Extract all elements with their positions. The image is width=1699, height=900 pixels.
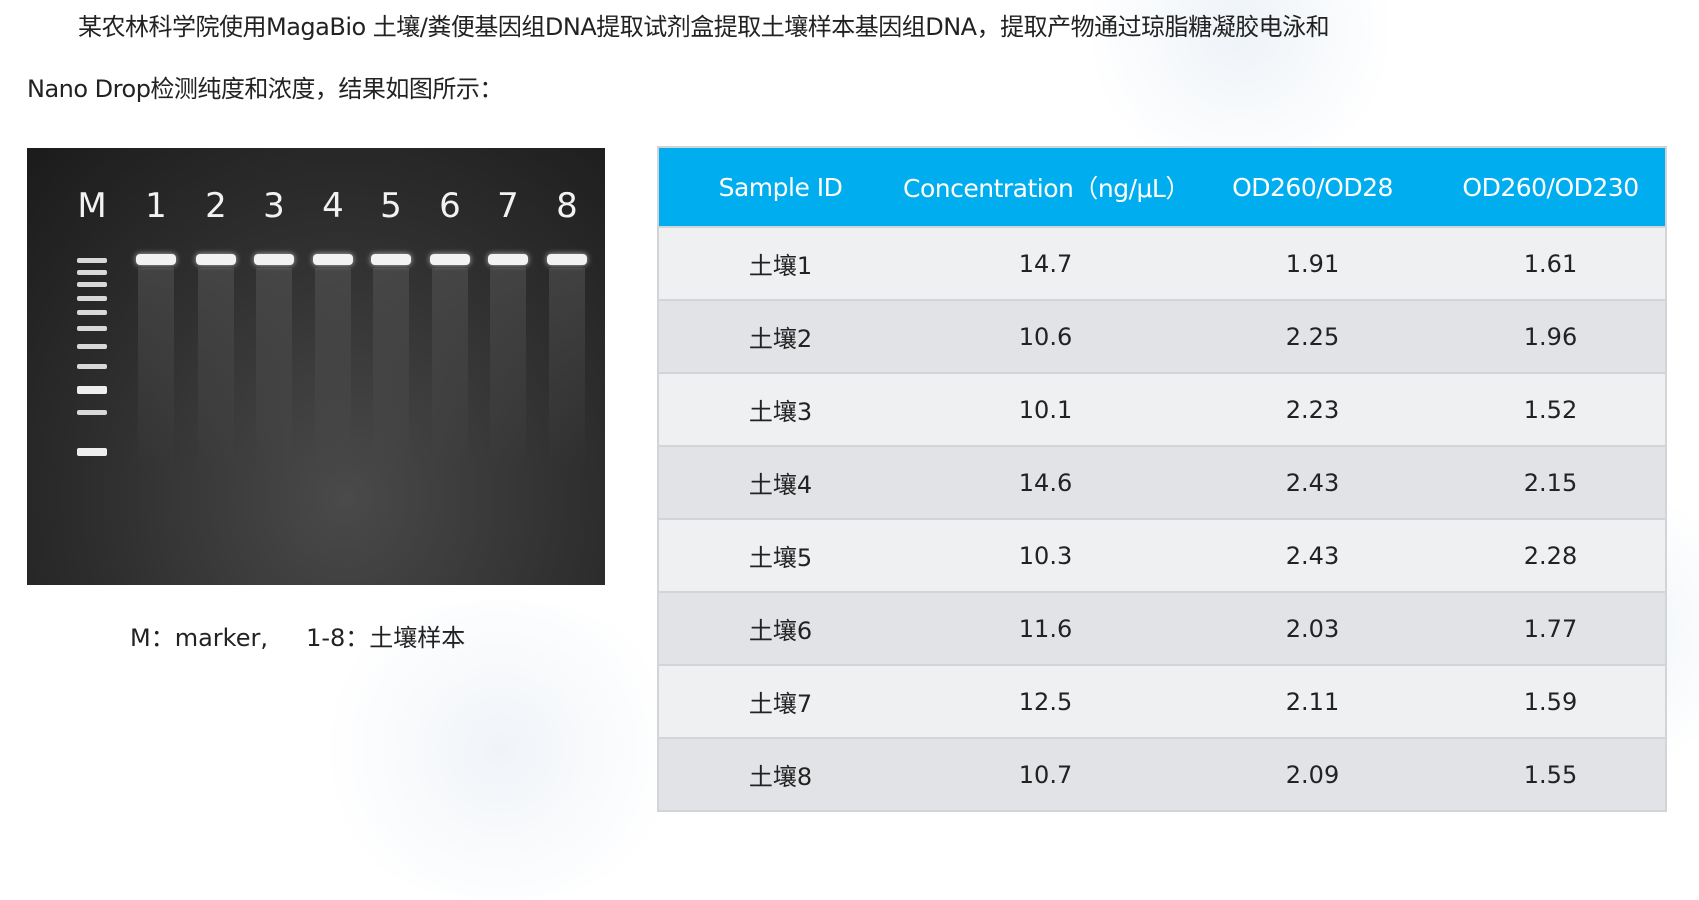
cell-od260-od230: 1.61 (1436, 226, 1665, 300)
lane-smear (432, 268, 468, 468)
lane-smear (373, 268, 409, 468)
cell-od260-od230: 2.15 (1436, 445, 1665, 519)
marker-ladder-band (77, 410, 107, 415)
genomic-dna-band (136, 254, 176, 265)
cell-sample-id: 土壤2 (659, 299, 902, 373)
cell-sample-id: 土壤8 (659, 737, 902, 810)
marker-ladder-band (77, 258, 107, 263)
genomic-dna-band (196, 254, 236, 265)
cell-sample-id: 土壤6 (659, 591, 902, 665)
cell-concentration: 11.6 (902, 591, 1189, 665)
cell-concentration: 10.3 (902, 518, 1189, 592)
lane-label: 6 (439, 186, 461, 226)
header-sample-id: Sample ID (659, 148, 902, 227)
cell-sample-id: 土壤5 (659, 518, 902, 592)
cell-od260-od280: 2.09 (1189, 737, 1436, 810)
cell-od260-od280: 2.25 (1189, 299, 1436, 373)
header-od260-od230: OD260/OD230 (1436, 148, 1665, 227)
cell-concentration: 10.1 (902, 372, 1189, 446)
lane-smear (549, 268, 585, 468)
marker-ladder-band (77, 282, 107, 287)
cell-od260-od280: 2.11 (1189, 664, 1436, 738)
cell-concentration: 14.7 (902, 226, 1189, 300)
marker-ladder-band (77, 296, 107, 301)
genomic-dna-band (488, 254, 528, 265)
table-header-row: Sample ID Concentration（ng/μL） OD260/OD2… (659, 148, 1665, 227)
cell-od260-od230: 1.52 (1436, 372, 1665, 446)
cell-od260-od230: 1.96 (1436, 299, 1665, 373)
header-concentration: Concentration（ng/μL） (902, 148, 1190, 227)
intro-text-line2: Nano Drop检测纯度和浓度，结果如图所示： (27, 75, 503, 103)
lane-smear (256, 268, 292, 468)
genomic-dna-band (371, 254, 411, 265)
table-row: 土壤7 12.5 2.11 1.59 (659, 664, 1665, 738)
intro-text-line1: 某农林科学院使用MagaBio 土壤/粪便基因组DNA提取试剂盒提取土壤样本基因… (78, 13, 1330, 41)
gel-caption: M：marker, 1-8：土壤样本 (130, 624, 466, 652)
table-row: 土壤4 14.6 2.43 2.15 (659, 445, 1665, 519)
lane-label: 8 (556, 186, 578, 226)
marker-ladder-band (77, 270, 107, 275)
marker-ladder-band (77, 364, 107, 369)
genomic-dna-band (430, 254, 470, 265)
cell-sample-id: 土壤7 (659, 664, 902, 738)
genomic-dna-band (547, 254, 587, 265)
cell-od260-od280: 2.43 (1189, 518, 1436, 592)
lane-smear (198, 268, 234, 468)
marker-ladder-band (77, 448, 107, 456)
cell-od260-od230: 1.77 (1436, 591, 1665, 665)
cell-od260-od280: 2.43 (1189, 445, 1436, 519)
table-row: 土壤2 10.6 2.25 1.96 (659, 299, 1665, 373)
table-row: 土壤3 10.1 2.23 1.52 (659, 372, 1665, 446)
table-row: 土壤8 10.7 2.09 1.55 (659, 737, 1665, 810)
lane-label: 2 (205, 186, 227, 226)
lane-label: 7 (497, 186, 519, 226)
lane-smear (138, 268, 174, 468)
marker-ladder-band (77, 386, 107, 394)
cell-concentration: 14.6 (902, 445, 1189, 519)
lane-smear (490, 268, 526, 468)
table-row: 土壤1 14.7 1.91 1.61 (659, 226, 1665, 300)
lane-label: M (77, 186, 107, 226)
cell-od260-od280: 1.91 (1189, 226, 1436, 300)
cell-sample-id: 土壤3 (659, 372, 902, 446)
cell-od260-od280: 2.23 (1189, 372, 1436, 446)
marker-ladder-band (77, 344, 107, 349)
lane-smear (315, 268, 351, 468)
marker-ladder-band (77, 326, 107, 331)
lane-label: 5 (380, 186, 402, 226)
cell-sample-id: 土壤1 (659, 226, 902, 300)
lane-label: 4 (322, 186, 344, 226)
cell-od260-od230: 1.59 (1436, 664, 1665, 738)
table-row: 土壤5 10.3 2.43 2.28 (659, 518, 1665, 592)
table-row: 土壤6 11.6 2.03 1.77 (659, 591, 1665, 665)
cell-od260-od280: 2.03 (1189, 591, 1436, 665)
cell-concentration: 12.5 (902, 664, 1189, 738)
marker-ladder-band (77, 310, 107, 315)
header-od260-od280: OD260/OD28 (1189, 148, 1436, 227)
results-table: Sample ID Concentration（ng/μL） OD260/OD2… (659, 148, 1665, 810)
lane-label: 1 (145, 186, 167, 226)
cell-sample-id: 土壤4 (659, 445, 902, 519)
genomic-dna-band (313, 254, 353, 265)
cell-concentration: 10.6 (902, 299, 1189, 373)
lane-label: 3 (263, 186, 285, 226)
genomic-dna-band (254, 254, 294, 265)
cell-od260-od230: 1.55 (1436, 737, 1665, 810)
cell-od260-od230: 2.28 (1436, 518, 1665, 592)
cell-concentration: 10.7 (902, 737, 1189, 810)
